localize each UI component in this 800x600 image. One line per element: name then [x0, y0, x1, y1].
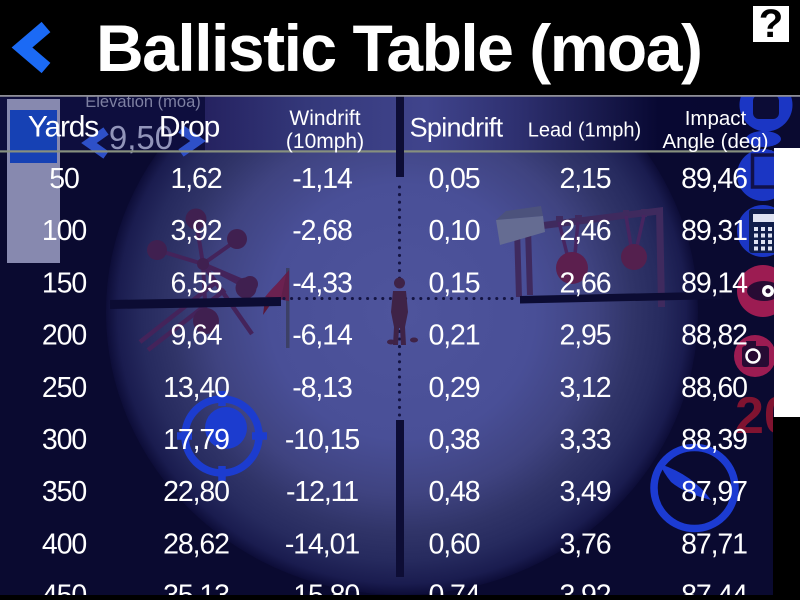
svg-text:450: 450 — [42, 580, 87, 600]
svg-text:100: 100 — [42, 215, 87, 247]
svg-text:28,62: 28,62 — [163, 528, 229, 560]
svg-text:Ballistic Table (moa): Ballistic Table (moa) — [96, 11, 701, 85]
svg-text:?: ? — [759, 2, 783, 46]
svg-text:0,29: 0,29 — [428, 372, 479, 404]
svg-text:0,38: 0,38 — [428, 424, 479, 456]
svg-text:0,74: 0,74 — [428, 580, 480, 600]
svg-text:Angle (deg): Angle (deg) — [663, 130, 769, 153]
svg-text:2,95: 2,95 — [559, 320, 610, 352]
svg-text:3,76: 3,76 — [559, 528, 610, 560]
svg-text:-1,14: -1,14 — [292, 163, 353, 195]
svg-text:89,31: 89,31 — [681, 215, 747, 247]
svg-text:22,80: 22,80 — [163, 476, 229, 508]
svg-text:Impact: Impact — [685, 107, 747, 130]
svg-text:200: 200 — [42, 320, 87, 352]
svg-text:-2,68: -2,68 — [292, 215, 352, 247]
svg-text:6,55: 6,55 — [170, 267, 221, 299]
svg-text:87,71: 87,71 — [681, 528, 747, 560]
svg-text:9,64: 9,64 — [170, 320, 222, 352]
svg-text:(10mph): (10mph) — [286, 130, 364, 153]
svg-text:Elevation (moa): Elevation (moa) — [85, 93, 201, 111]
svg-text:Drop: Drop — [159, 111, 220, 144]
svg-text:-12,11: -12,11 — [286, 476, 358, 508]
svg-text:-15,80: -15,80 — [285, 580, 359, 600]
svg-text:Windrift: Windrift — [289, 107, 360, 130]
svg-text:-6,14: -6,14 — [292, 320, 353, 352]
svg-text:300: 300 — [42, 424, 87, 456]
svg-text:35,13: 35,13 — [163, 580, 229, 600]
svg-text:0,10: 0,10 — [428, 215, 479, 247]
svg-text:2,46: 2,46 — [559, 215, 610, 247]
svg-text:87,97: 87,97 — [681, 476, 747, 508]
svg-text:0,48: 0,48 — [428, 476, 479, 508]
svg-text:400: 400 — [42, 528, 87, 560]
svg-text:150: 150 — [42, 267, 87, 299]
svg-text:88,82: 88,82 — [681, 320, 747, 352]
svg-text:Yards: Yards — [28, 111, 98, 144]
svg-text:-4,33: -4,33 — [292, 267, 352, 299]
svg-text:350: 350 — [42, 476, 87, 508]
svg-text:0,60: 0,60 — [428, 528, 479, 560]
svg-text:-14,01: -14,01 — [285, 528, 359, 560]
svg-text:17,79: 17,79 — [163, 424, 229, 456]
svg-text:3,49: 3,49 — [559, 476, 610, 508]
svg-text:0,05: 0,05 — [428, 163, 479, 195]
svg-text:Lead (1mph): Lead (1mph) — [528, 120, 641, 142]
svg-text:0,21: 0,21 — [428, 320, 479, 352]
svg-text:3,92: 3,92 — [559, 580, 610, 600]
svg-text:3,92: 3,92 — [170, 215, 221, 247]
svg-text:2,15: 2,15 — [559, 163, 610, 195]
svg-text:13,40: 13,40 — [163, 372, 229, 404]
svg-text:87,44: 87,44 — [681, 580, 748, 600]
svg-text:88,60: 88,60 — [681, 372, 747, 404]
svg-text:89,46: 89,46 — [681, 163, 747, 195]
svg-text:0,15: 0,15 — [428, 267, 479, 299]
svg-text:9,50: 9,50 — [109, 119, 173, 156]
svg-text:2,66: 2,66 — [559, 267, 610, 299]
svg-text:-10,15: -10,15 — [285, 424, 359, 456]
svg-text:-8,13: -8,13 — [292, 372, 352, 404]
svg-text:3,12: 3,12 — [559, 372, 610, 404]
svg-text:3,33: 3,33 — [559, 424, 610, 456]
svg-text:1,62: 1,62 — [170, 163, 221, 195]
svg-text:250: 250 — [42, 372, 87, 404]
svg-text:89,14: 89,14 — [681, 267, 748, 299]
svg-text:50: 50 — [49, 163, 79, 195]
svg-text:Spindrift: Spindrift — [410, 113, 504, 143]
svg-text:88,39: 88,39 — [681, 424, 747, 456]
